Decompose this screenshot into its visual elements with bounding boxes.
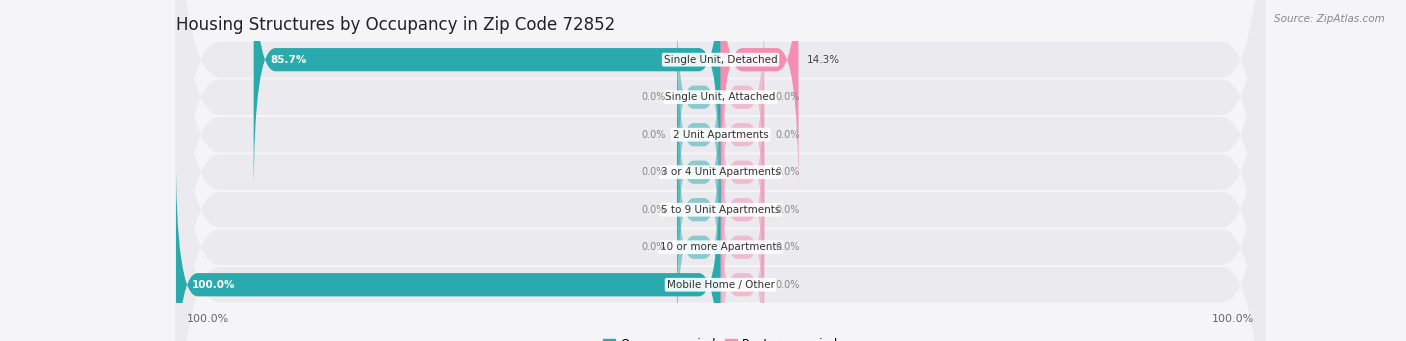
FancyBboxPatch shape: [678, 146, 721, 341]
Text: 0.0%: 0.0%: [775, 167, 800, 177]
FancyBboxPatch shape: [721, 0, 799, 198]
FancyBboxPatch shape: [176, 0, 1265, 341]
FancyBboxPatch shape: [721, 184, 765, 341]
FancyBboxPatch shape: [721, 146, 765, 341]
FancyBboxPatch shape: [176, 0, 1265, 341]
Text: 0.0%: 0.0%: [641, 167, 666, 177]
Text: 0.0%: 0.0%: [641, 242, 666, 252]
Text: 0.0%: 0.0%: [775, 205, 800, 215]
FancyBboxPatch shape: [176, 146, 721, 341]
Text: 85.7%: 85.7%: [270, 55, 307, 65]
Text: 100.0%: 100.0%: [1212, 314, 1254, 324]
Text: Source: ZipAtlas.com: Source: ZipAtlas.com: [1274, 14, 1385, 24]
Text: Single Unit, Detached: Single Unit, Detached: [664, 55, 778, 65]
Text: 0.0%: 0.0%: [775, 242, 800, 252]
Text: 3 or 4 Unit Apartments: 3 or 4 Unit Apartments: [661, 167, 780, 177]
Text: 100.0%: 100.0%: [193, 280, 236, 290]
Text: 5 to 9 Unit Apartments: 5 to 9 Unit Apartments: [661, 205, 780, 215]
FancyBboxPatch shape: [176, 0, 1265, 341]
FancyBboxPatch shape: [176, 0, 1265, 341]
Text: 14.3%: 14.3%: [807, 55, 839, 65]
Text: 10 or more Apartments: 10 or more Apartments: [659, 242, 782, 252]
FancyBboxPatch shape: [721, 0, 765, 198]
Text: Single Unit, Attached: Single Unit, Attached: [665, 92, 776, 102]
FancyBboxPatch shape: [253, 0, 721, 198]
Text: 0.0%: 0.0%: [641, 205, 666, 215]
Text: 0.0%: 0.0%: [641, 130, 666, 140]
Text: Housing Structures by Occupancy in Zip Code 72852: Housing Structures by Occupancy in Zip C…: [176, 16, 614, 34]
Text: Mobile Home / Other: Mobile Home / Other: [666, 280, 775, 290]
FancyBboxPatch shape: [678, 0, 721, 198]
Text: 0.0%: 0.0%: [775, 92, 800, 102]
FancyBboxPatch shape: [176, 2, 1265, 341]
Text: 2 Unit Apartments: 2 Unit Apartments: [672, 130, 769, 140]
Legend: Owner-occupied, Renter-occupied: Owner-occupied, Renter-occupied: [599, 333, 842, 341]
FancyBboxPatch shape: [176, 0, 1265, 341]
Text: 100.0%: 100.0%: [187, 314, 229, 324]
FancyBboxPatch shape: [678, 71, 721, 273]
FancyBboxPatch shape: [721, 34, 765, 236]
FancyBboxPatch shape: [176, 0, 1265, 341]
FancyBboxPatch shape: [678, 34, 721, 236]
FancyBboxPatch shape: [721, 71, 765, 273]
FancyBboxPatch shape: [678, 109, 721, 311]
Text: 0.0%: 0.0%: [641, 92, 666, 102]
Text: 0.0%: 0.0%: [775, 280, 800, 290]
FancyBboxPatch shape: [721, 109, 765, 311]
Text: 0.0%: 0.0%: [775, 130, 800, 140]
